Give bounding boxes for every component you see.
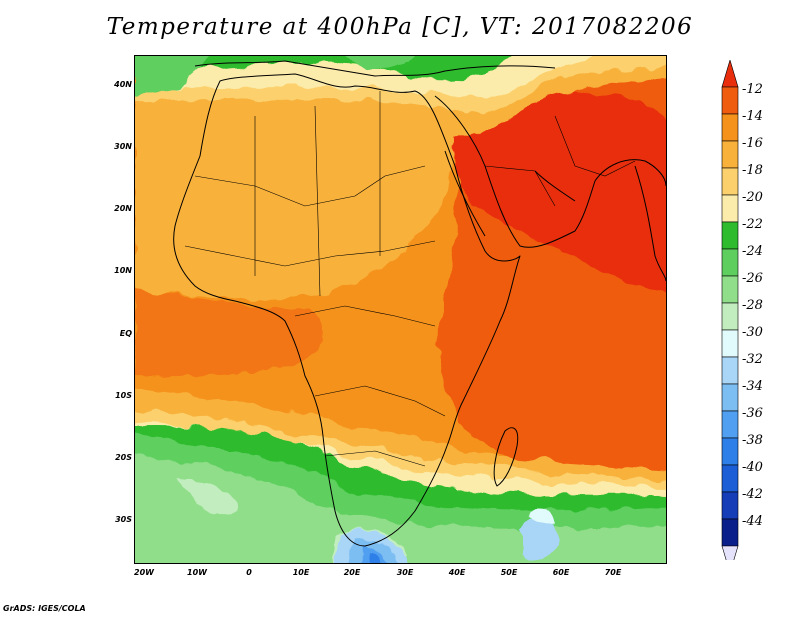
colorbar-swatch-16	[721, 491, 739, 520]
colorbar-swatch-11	[721, 356, 739, 385]
lat-label-eq: EQ	[119, 329, 132, 338]
lon-label-10w: 10W	[187, 568, 207, 577]
colorbar	[721, 60, 739, 560]
border-sahel	[184, 240, 436, 267]
lat-label-20n: 20N	[114, 204, 132, 213]
colorbar-label-minus42: -42	[742, 487, 763, 502]
lat-label-10s: 10S	[115, 391, 132, 400]
lon-label-50e: 50E	[500, 568, 518, 577]
colorbar-swatch-12	[721, 383, 739, 412]
colorbar-label-minus14: -14	[742, 109, 763, 124]
field-minus30-ocean	[530, 509, 555, 527]
colorbar-swatch-5	[721, 194, 739, 223]
europe-coastline	[194, 60, 556, 77]
colorbar-bottom-triangle	[721, 545, 739, 560]
border-south	[314, 385, 446, 417]
lat-label-20s: 20S	[115, 453, 132, 462]
field-north-minus26b	[345, 56, 414, 71]
colorbar-swatch-4	[721, 167, 739, 196]
temperature-field	[135, 56, 666, 563]
colorbar-label-minus16: -16	[742, 136, 763, 151]
colorbar-label-minus32: -32	[742, 352, 763, 367]
border-sahara	[194, 165, 426, 207]
border-iran	[554, 115, 636, 177]
field-minus12	[451, 90, 666, 295]
lon-label-20w: 20W	[134, 568, 154, 577]
field-minus14-atlantic	[135, 288, 324, 376]
colorbar-label-minus38: -38	[742, 433, 763, 448]
colorbar-swatch-1	[721, 86, 739, 115]
lat-label-40n: 40N	[114, 80, 132, 89]
border-southern	[324, 450, 426, 467]
lon-label-20e: 20E	[343, 568, 361, 577]
credit-text: GrADS: IGES/COLA	[3, 604, 86, 613]
colorbar-swatch-13	[721, 410, 739, 439]
map-plot	[135, 56, 666, 563]
arabia-coastline	[434, 95, 666, 248]
colorbar-label-minus34: -34	[742, 379, 763, 394]
colorbar-swatch-8	[721, 275, 739, 304]
colorbar-label-minus36: -36	[742, 406, 763, 421]
lat-label-30s: 30S	[115, 515, 132, 524]
lon-label-70e: 70E	[604, 568, 622, 577]
colorbar-label-minus40: -40	[742, 460, 763, 475]
colorbar-label-minus22: -22	[742, 217, 763, 232]
colorbar-top-triangle	[721, 60, 739, 88]
lat-label-10n: 10N	[114, 266, 132, 275]
colorbar-label-minus44: -44	[742, 514, 763, 529]
lon-label-30e: 30E	[396, 568, 414, 577]
persian-gulf	[534, 170, 576, 202]
lon-label-0: 0	[246, 568, 252, 577]
colorbar-swatch-3	[721, 140, 739, 169]
coastlines	[173, 60, 666, 547]
field-north-minus26	[135, 56, 209, 96]
field-minus32-ocean	[520, 517, 560, 561]
border-central	[294, 305, 436, 327]
colorbar-swatch-17	[721, 518, 739, 547]
lat-label-30n: 30N	[114, 142, 132, 151]
lon-label-60e: 60E	[552, 568, 570, 577]
madagascar-outline	[493, 427, 519, 487]
colorbar-swatch-14	[721, 437, 739, 466]
field-minus18-sahara	[135, 76, 456, 298]
lon-label-40e: 40E	[448, 568, 466, 577]
africa-coastline	[173, 73, 521, 547]
colorbar-label-minus30: -30	[742, 325, 763, 340]
colorbar-swatch-9	[721, 302, 739, 331]
colorbar-swatch-15	[721, 464, 739, 493]
colorbar-label-minus26: -26	[742, 271, 763, 286]
temperature-map	[134, 55, 667, 564]
colorbar-label-minus12: -12	[742, 82, 763, 97]
colorbar-label-minus24: -24	[742, 244, 763, 259]
red-sea	[444, 150, 486, 237]
colorbar-label-minus20: -20	[742, 190, 763, 205]
lon-label-10e: 10E	[292, 568, 310, 577]
field-minus38	[367, 550, 383, 563]
colorbar-swatch-2	[721, 113, 739, 142]
colorbar-swatch-7	[721, 248, 739, 277]
border-vertical-2	[314, 105, 321, 297]
country-borders	[184, 91, 636, 467]
colorbar-label-minus28: -28	[742, 298, 763, 313]
colorbar-label-minus18: -18	[742, 163, 763, 178]
field-south-minus30	[175, 476, 237, 515]
india-coastline	[634, 165, 666, 282]
colorbar-swatch-6	[721, 221, 739, 250]
border-arabia	[484, 165, 556, 207]
map-title: Temperature at 400hPa [C], VT: 201708220…	[106, 14, 694, 40]
colorbar-swatch-10	[721, 329, 739, 358]
